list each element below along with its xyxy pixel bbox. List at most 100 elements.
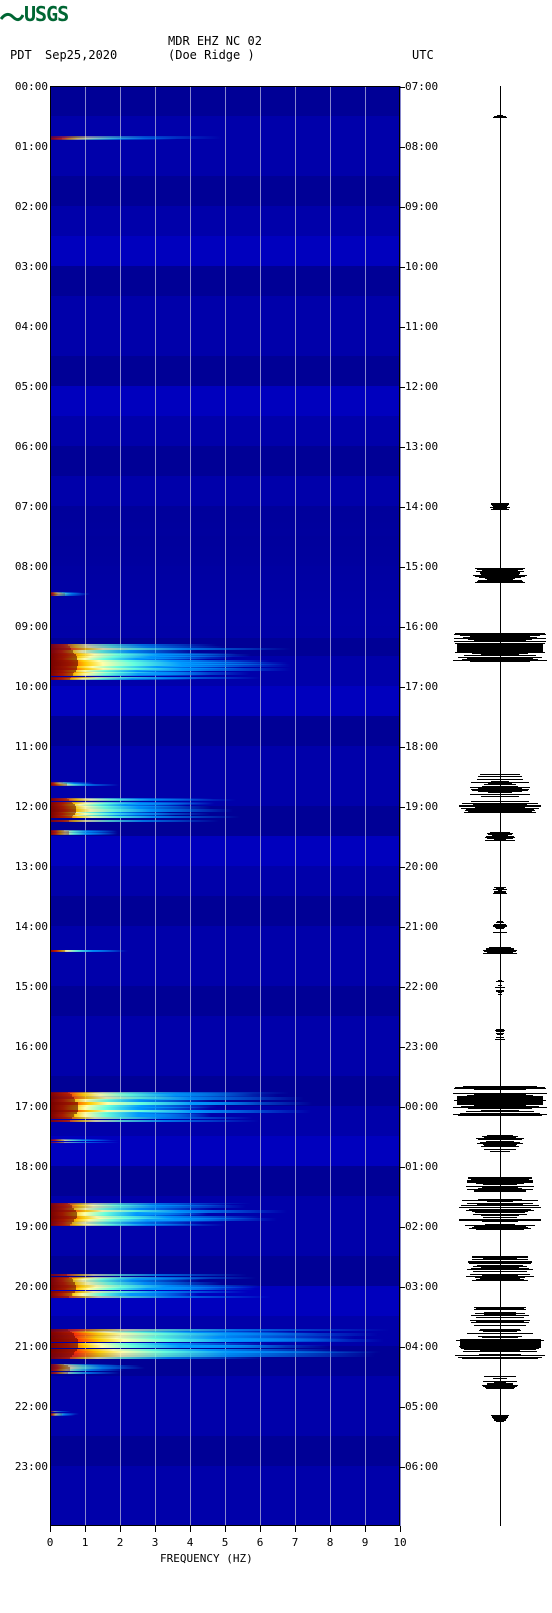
seis-wiggle: [468, 1177, 531, 1178]
seis-wiggle: [490, 1151, 509, 1152]
seis-wiggle: [494, 838, 506, 839]
seis-wiggle: [488, 792, 512, 793]
seis-wiggle: [496, 1421, 504, 1422]
seis-wiggle: [491, 781, 509, 782]
spectral-streak: [50, 137, 222, 138]
seis-wiggle: [484, 569, 516, 570]
seis-wiggle: [484, 1376, 516, 1377]
seis-wiggle: [455, 633, 545, 634]
seis-wiggle: [469, 1228, 530, 1229]
spectral-streak: [50, 673, 211, 676]
left-time-tick: 21:00: [15, 1340, 48, 1353]
spectral-streak: [50, 1224, 225, 1226]
left-time-tick: 04:00: [15, 320, 48, 333]
left-time-tick: 17:00: [15, 1100, 48, 1113]
seis-wiggle: [488, 1381, 512, 1382]
right-time-tick: 18:00: [405, 740, 438, 753]
seis-wiggle: [476, 1317, 524, 1318]
left-time-tick: 03:00: [15, 260, 48, 273]
seis-wiggle: [480, 1329, 520, 1330]
usgs-logo: USGS: [0, 2, 68, 26]
left-time-tick: 11:00: [15, 740, 48, 753]
seis-wiggle: [486, 1388, 513, 1389]
right-time-tick: 15:00: [405, 560, 438, 573]
right-time-tick: 06:00: [405, 1460, 438, 1473]
logo-text: USGS: [24, 2, 68, 26]
seis-wiggle: [486, 1186, 513, 1187]
right-time-tick: 16:00: [405, 620, 438, 633]
grid-vertical: [330, 86, 331, 1526]
left-time-tick: 23:00: [15, 1460, 48, 1473]
seis-wiggle: [460, 635, 541, 636]
seis-wiggle: [483, 1217, 516, 1218]
right-time-tick: 01:00: [405, 1160, 438, 1173]
spectral-streak: [50, 1345, 286, 1348]
left-time-tick: 12:00: [15, 800, 48, 813]
seis-wiggle: [458, 1357, 543, 1358]
seis-wiggle: [494, 839, 506, 840]
seis-wiggle: [493, 117, 507, 118]
seis-wiggle: [492, 1417, 507, 1418]
x-tick: 3: [152, 1536, 159, 1549]
seis-wiggle: [465, 1115, 534, 1116]
seis-wiggle: [453, 660, 546, 661]
spectrogram: [50, 86, 400, 1526]
seis-wiggle: [476, 1229, 525, 1230]
left-time-tick: 01:00: [15, 140, 48, 153]
seis-wiggle: [463, 1351, 537, 1352]
seis-wiggle: [478, 652, 522, 653]
grid-vertical: [225, 86, 226, 1526]
seis-wiggle: [495, 116, 504, 117]
seis-wiggle: [471, 1179, 528, 1180]
seis-wiggle: [485, 571, 516, 572]
date: Sep25,2020: [45, 48, 117, 62]
seis-wiggle: [485, 658, 514, 659]
seis-wiggle: [478, 791, 522, 792]
seis-wiggle: [486, 655, 515, 656]
seis-wiggle: [482, 1221, 518, 1222]
left-time-tick: 18:00: [15, 1160, 48, 1173]
left-time-tick: 02:00: [15, 200, 48, 213]
seis-wiggle: [482, 1308, 518, 1309]
seis-wiggle: [469, 1209, 530, 1210]
seis-wiggle: [466, 1276, 533, 1277]
seis-wiggle: [468, 639, 531, 640]
right-time-tick: 21:00: [405, 920, 438, 933]
seis-wiggle: [496, 1033, 504, 1034]
left-time-tick: 07:00: [15, 500, 48, 513]
seis-wiggle: [496, 1030, 504, 1031]
seis-wiggle: [481, 801, 519, 802]
seis-wiggle: [477, 1143, 523, 1144]
right-time-tick: 04:00: [405, 1340, 438, 1353]
seis-wiggle: [496, 981, 504, 982]
seis-wiggle: [474, 1226, 527, 1227]
x-tick: 5: [222, 1536, 229, 1549]
seis-wiggle: [488, 783, 511, 784]
seis-wiggle: [498, 994, 502, 995]
seis-wiggle: [484, 1188, 516, 1189]
seis-wiggle: [469, 1269, 531, 1270]
seis-wiggle: [476, 794, 525, 795]
seis-wiggle: [480, 1350, 521, 1351]
seis-wiggle: [465, 1225, 534, 1226]
spectral-streak: [50, 820, 219, 822]
left-time-tick: 22:00: [15, 1400, 48, 1413]
left-time-tick: 10:00: [15, 680, 48, 693]
right-time-tick: 02:00: [405, 1220, 438, 1233]
right-time-tick: 19:00: [405, 800, 438, 813]
left-time-tick: 06:00: [15, 440, 48, 453]
seis-wiggle: [469, 1355, 530, 1356]
seis-wiggle: [482, 786, 518, 787]
seis-block: [457, 1096, 543, 1105]
seis-wiggle: [482, 1187, 517, 1188]
x-tick: 1: [82, 1536, 89, 1549]
seis-wiggle: [479, 1203, 521, 1204]
seis-wiggle: [459, 806, 541, 807]
seis-wiggle: [494, 1420, 506, 1421]
seis-wiggle: [473, 1214, 526, 1215]
left-time-tick: 09:00: [15, 620, 48, 633]
seis-wiggle: [480, 1142, 521, 1143]
seis-wiggle: [497, 506, 503, 507]
spectral-streak: [50, 799, 236, 801]
seis-wiggle: [483, 1354, 517, 1355]
